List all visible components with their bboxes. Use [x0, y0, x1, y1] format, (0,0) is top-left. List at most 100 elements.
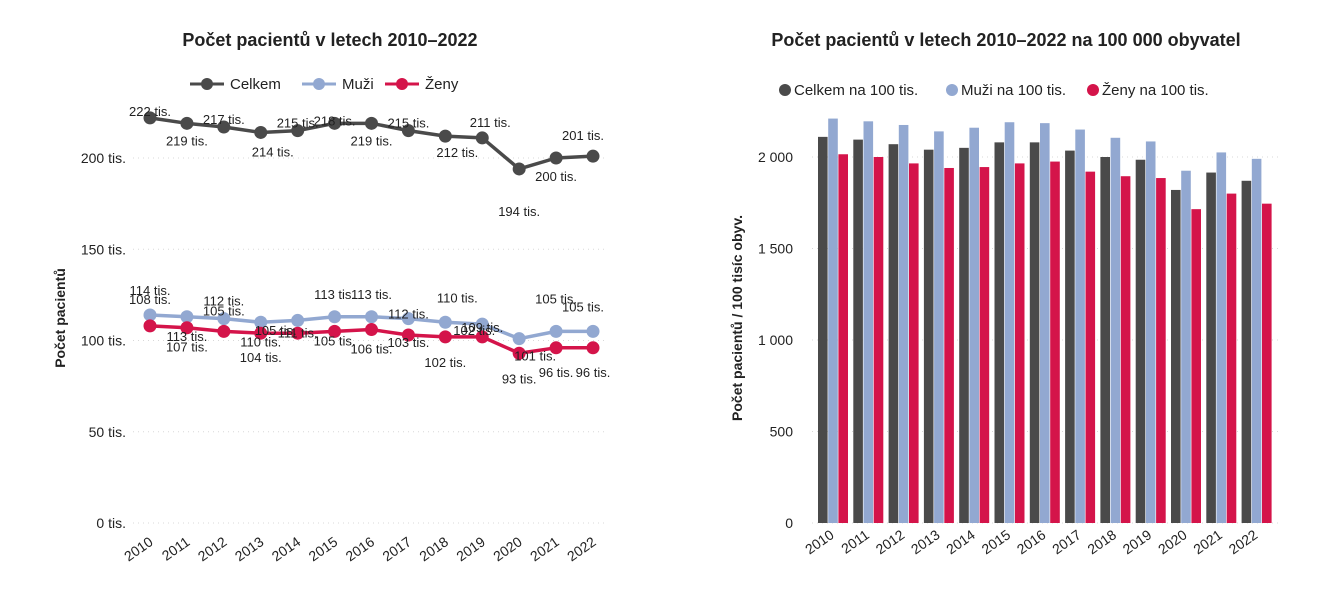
data-point [438, 315, 452, 329]
data-point [475, 131, 489, 145]
bar [863, 121, 874, 523]
x-tick-label: 2016 [1014, 526, 1049, 557]
data-point [401, 328, 415, 342]
data-point [291, 326, 305, 340]
x-tick-label: 2022 [564, 533, 599, 564]
legend-label: Ženy na 100 tis. [1102, 82, 1209, 99]
data-point [512, 332, 526, 346]
data-point [586, 341, 600, 355]
bar [1262, 203, 1272, 524]
bar-chart-y-axis: 0 500 1 000 1 500 2 000 [758, 149, 793, 531]
data-point [143, 111, 157, 125]
data-point [549, 324, 563, 338]
x-tick-label: 2017 [379, 533, 414, 564]
data-point [438, 129, 452, 143]
data-label: 96 tis. [539, 365, 574, 380]
data-label: 108 tis. [129, 292, 171, 307]
bar [1004, 122, 1015, 523]
data-label: 215 tis. [277, 116, 319, 131]
data-label: 114 tis. [130, 283, 171, 298]
data-label: 194 tis. [498, 204, 540, 219]
line-chart-data-labels: 222 tis. 219 tis. 217 tis. 214 tis. 215 tis.… [129, 104, 610, 386]
y-tick-label: 0 [785, 515, 793, 531]
bar [944, 167, 954, 524]
x-tick-label: 2011 [838, 526, 872, 556]
bar [1120, 176, 1131, 523]
x-tick-label: 2013 [908, 526, 943, 557]
data-label: 113 tis. [314, 287, 355, 302]
data-point [180, 116, 194, 130]
data-point [217, 324, 231, 338]
data-label: 218 tis. [314, 113, 356, 128]
x-tick-label: 2017 [1049, 526, 1084, 557]
x-tick-label: 2010 [802, 526, 837, 557]
line-chart-y-label: Počet pacientů [52, 268, 68, 368]
bar [828, 118, 838, 523]
data-label: 102 tis. [453, 323, 495, 338]
data-label: 105 tis. [314, 333, 356, 348]
x-tick-label: 2020 [490, 533, 525, 564]
data-point [512, 346, 526, 360]
bar [1050, 161, 1060, 523]
bar-chart-grid [812, 156, 1280, 524]
x-tick-label: 2015 [979, 526, 1014, 557]
data-point [180, 321, 194, 335]
bar [909, 163, 919, 523]
data-label: 201 tis. [562, 128, 604, 143]
bar [1100, 157, 1110, 523]
data-label: 113 tis. [166, 329, 207, 344]
bar [838, 154, 848, 523]
data-point [475, 317, 489, 331]
x-tick-label: 2019 [1120, 526, 1155, 557]
data-point [217, 120, 231, 134]
line-chart-y-axis: 0 tis. 50 tis. 100 tis. 150 tis. 200 tis. [81, 150, 126, 531]
bar [923, 149, 934, 523]
bar [1065, 150, 1075, 523]
y-tick-label: 150 tis. [81, 241, 126, 257]
data-label: 103 tis. [387, 335, 429, 350]
data-point [549, 151, 563, 165]
y-tick-label: 0 tis. [96, 515, 126, 531]
bar [818, 136, 828, 523]
data-point [254, 326, 268, 340]
data-label: 215 tis. [387, 116, 429, 131]
legend-marker-0 [201, 78, 213, 90]
data-point [291, 313, 305, 327]
bar-chart-x-axis: 2010 2011 2012 2013 2014 2015 2016 2017 2018 2019… [802, 526, 1260, 557]
data-label: 106 tis. [351, 342, 393, 357]
bar [1226, 193, 1237, 523]
bar [1145, 141, 1156, 523]
data-point [549, 341, 563, 355]
data-point [365, 323, 378, 337]
bar-chart-y-label: Počet pacientů / 100 tisíc obyv. [729, 215, 745, 421]
data-point [438, 330, 452, 344]
data-label: 217 tis. [203, 112, 245, 127]
data-label: 111 tis. [278, 325, 318, 340]
x-tick-label: 2012 [195, 533, 230, 564]
data-label: 212 tis. [436, 145, 478, 160]
bar-chart: Počet pacientů v letech 2010–2022 na 100… [729, 30, 1280, 557]
data-label: 200 tis. [535, 169, 577, 184]
data-label: 222 tis. [129, 104, 171, 119]
y-tick-label: 500 [770, 424, 794, 440]
bar [959, 147, 969, 523]
bar [969, 127, 979, 523]
y-tick-label: 2 000 [758, 149, 793, 165]
data-label: 110 tis. [437, 290, 478, 305]
legend-label: Celkem [230, 76, 281, 93]
data-point [401, 312, 415, 326]
bar [1040, 123, 1050, 524]
data-point [328, 324, 342, 338]
data-point [328, 116, 342, 130]
x-tick-label: 2015 [306, 533, 341, 564]
line-chart-x-axis: 2010 2011 2012 2013 2014 2015 2016 2017 2018 2019… [121, 533, 599, 564]
bar [1085, 171, 1096, 523]
bar [1181, 170, 1191, 523]
bar [1191, 209, 1201, 523]
data-label: 102 tis. [424, 355, 466, 370]
bar [1135, 159, 1146, 523]
x-tick-label: 2018 [1084, 526, 1119, 557]
x-tick-label: 2022 [1226, 526, 1261, 557]
bar-chart-title: Počet pacientů v letech 2010–2022 na 100… [771, 30, 1240, 50]
x-tick-label: 2011 [159, 533, 193, 563]
